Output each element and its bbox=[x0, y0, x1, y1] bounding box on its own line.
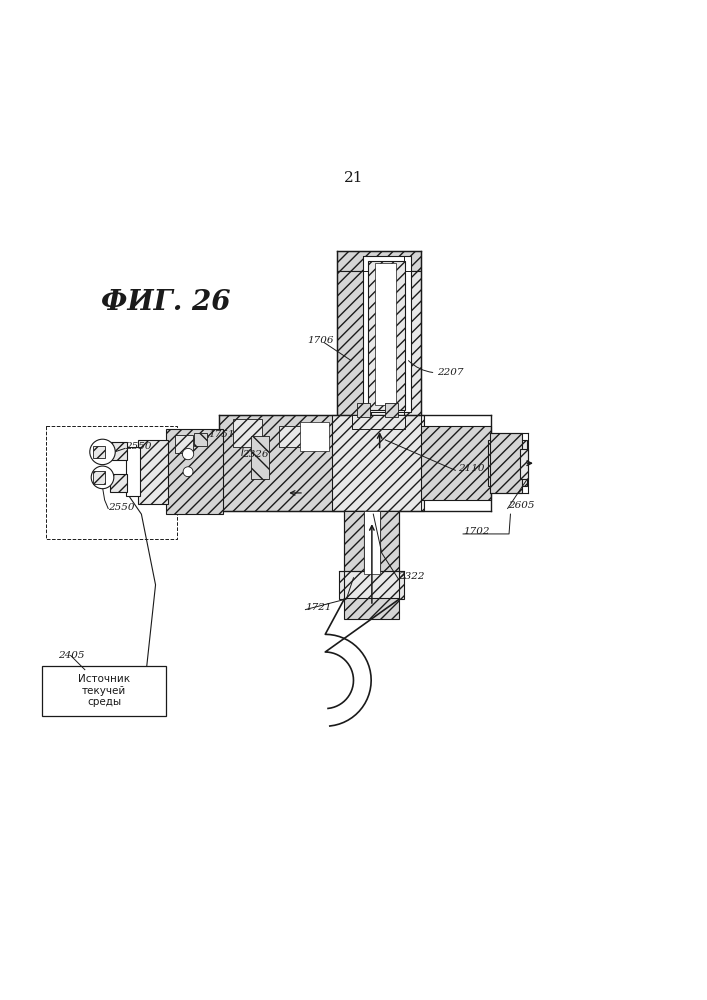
Bar bbox=[421, 426, 491, 500]
Bar bbox=[251, 436, 269, 479]
Bar bbox=[404, 271, 421, 419]
Bar bbox=[375, 263, 396, 405]
Circle shape bbox=[183, 467, 193, 477]
Bar bbox=[279, 426, 304, 447]
Bar bbox=[344, 511, 364, 574]
Text: 2326: 2326 bbox=[242, 450, 268, 459]
Bar bbox=[300, 422, 329, 451]
Text: 2550: 2550 bbox=[108, 503, 134, 512]
Text: 1721: 1721 bbox=[305, 603, 332, 612]
Bar bbox=[363, 256, 411, 412]
Text: 2207: 2207 bbox=[437, 368, 463, 377]
Bar bbox=[520, 449, 528, 479]
Circle shape bbox=[182, 448, 194, 460]
Bar bbox=[93, 446, 105, 458]
Text: 2110: 2110 bbox=[458, 464, 484, 473]
Text: 2322: 2322 bbox=[398, 572, 424, 581]
Bar bbox=[352, 415, 405, 429]
Bar bbox=[368, 261, 405, 410]
Circle shape bbox=[90, 439, 115, 465]
Text: ФИГ. 26: ФИГ. 26 bbox=[101, 289, 231, 316]
Bar bbox=[138, 440, 168, 504]
Bar bbox=[194, 433, 207, 446]
Bar bbox=[490, 433, 522, 493]
Circle shape bbox=[91, 466, 114, 489]
Text: Источник
текучей
среды: Источник текучей среды bbox=[78, 674, 130, 707]
Bar bbox=[385, 403, 398, 417]
Text: 2405: 2405 bbox=[58, 651, 84, 660]
Bar bbox=[110, 442, 127, 460]
Bar bbox=[357, 403, 370, 417]
Bar bbox=[337, 251, 421, 271]
Bar bbox=[337, 271, 371, 419]
Text: 1751: 1751 bbox=[209, 430, 235, 439]
Bar bbox=[126, 447, 140, 496]
Text: 2550: 2550 bbox=[125, 442, 151, 451]
Bar bbox=[175, 435, 193, 453]
Text: 2605: 2605 bbox=[508, 501, 534, 510]
Bar bbox=[488, 440, 527, 486]
Bar bbox=[166, 429, 223, 514]
Bar bbox=[380, 511, 399, 574]
Bar bbox=[344, 598, 399, 619]
Bar bbox=[110, 474, 127, 492]
Text: 1702: 1702 bbox=[463, 527, 489, 536]
Bar bbox=[364, 511, 380, 574]
Bar bbox=[219, 415, 350, 511]
Bar bbox=[339, 571, 404, 599]
Bar bbox=[93, 471, 105, 484]
Bar bbox=[42, 666, 166, 716]
Bar bbox=[233, 419, 262, 447]
Bar bbox=[332, 415, 424, 511]
Text: 21: 21 bbox=[344, 171, 363, 185]
Text: 1706: 1706 bbox=[308, 336, 334, 345]
